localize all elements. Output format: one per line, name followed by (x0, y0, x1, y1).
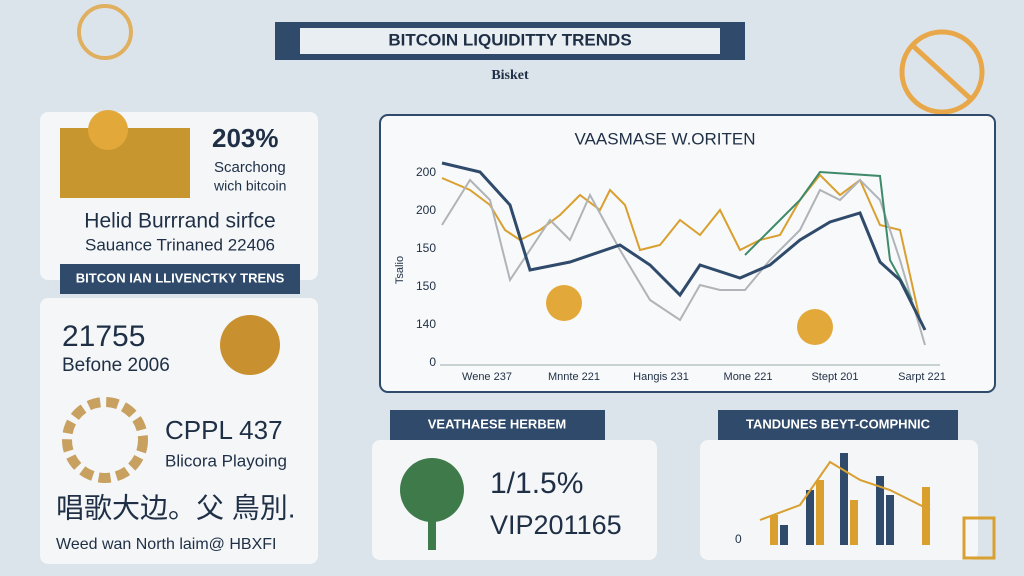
panel (700, 440, 978, 560)
bar (886, 495, 894, 545)
bar (850, 500, 858, 545)
stat-note: wich bitcoin (213, 178, 286, 194)
y-label: 200 (416, 203, 436, 217)
banner-text: VEATHAESE HERBEM (428, 416, 566, 431)
banner (390, 410, 605, 440)
banner-text: BITCON IAN LLIVENCTKY TRENS (76, 270, 285, 285)
y-label: 0 (735, 532, 742, 546)
figure-icon (220, 315, 280, 375)
title-plate (300, 28, 720, 54)
bar (876, 476, 884, 545)
line-series (441, 161, 927, 331)
tree-trunk (428, 500, 436, 550)
coin-icon (899, 29, 985, 115)
stat: 21755 (62, 320, 145, 353)
logo: Bisket (491, 68, 529, 83)
y-label: 140 (416, 317, 436, 331)
coin-icon (77, 4, 133, 60)
stat: 1/1.5% (490, 467, 583, 500)
banner (718, 410, 958, 440)
chain-icon (62, 397, 148, 483)
subline: Sauance Trinaned 22406 (85, 235, 275, 254)
coin-icon (88, 110, 128, 150)
line-series (441, 178, 926, 346)
coin-icon (546, 285, 582, 321)
stat: 203% (212, 123, 279, 153)
coin-icon (797, 309, 833, 345)
chart-panel (379, 114, 996, 393)
line-series (441, 173, 921, 321)
trend-line (759, 460, 931, 521)
x-label: Mone 221 (724, 371, 773, 383)
y-axis-title: Tsalio (394, 256, 406, 284)
y-label: 150 (416, 241, 436, 255)
banner (60, 264, 300, 294)
stat-note: Scarchong (214, 159, 286, 176)
tree-icon (400, 458, 464, 522)
headline: Helid Burrrand sirfce (84, 210, 275, 233)
y-label: 150 (416, 279, 436, 293)
bar-group (759, 453, 931, 545)
coin-slash (910, 43, 974, 102)
bar (922, 487, 930, 545)
stat-note: Befone 2006 (62, 355, 170, 376)
line-series (744, 170, 913, 301)
bar (840, 453, 848, 545)
chart-title: VAASMASE W.ORITEN (574, 129, 755, 148)
bar (806, 490, 814, 545)
y-label: 0 (429, 355, 436, 369)
stat-note: Blicora Playoing (165, 451, 287, 470)
banner-text: TANDUNES BEYT-COMPHNIC (746, 416, 931, 431)
title: BITCOIN LIQUIDITTY TRENDS (388, 30, 631, 49)
x-label: Hangis 231 (633, 371, 689, 383)
stamp-icon (962, 516, 996, 560)
bar (780, 525, 788, 545)
x-label: Mnnte 221 (548, 371, 600, 383)
x-label: Sarpt 221 (898, 371, 946, 383)
stat: CPPL 437 (165, 415, 283, 445)
y-label: 200 (416, 165, 436, 179)
bar (770, 515, 778, 545)
code: VIP201165 (490, 510, 622, 540)
x-label: Stept 201 (811, 371, 858, 383)
x-label: Wene 237 (462, 371, 512, 383)
glyph-line: 唱歌大边。父 鳥別. (56, 492, 296, 523)
bar (816, 480, 824, 545)
footer: Weed wan North laim@ HBXFI (56, 536, 276, 553)
